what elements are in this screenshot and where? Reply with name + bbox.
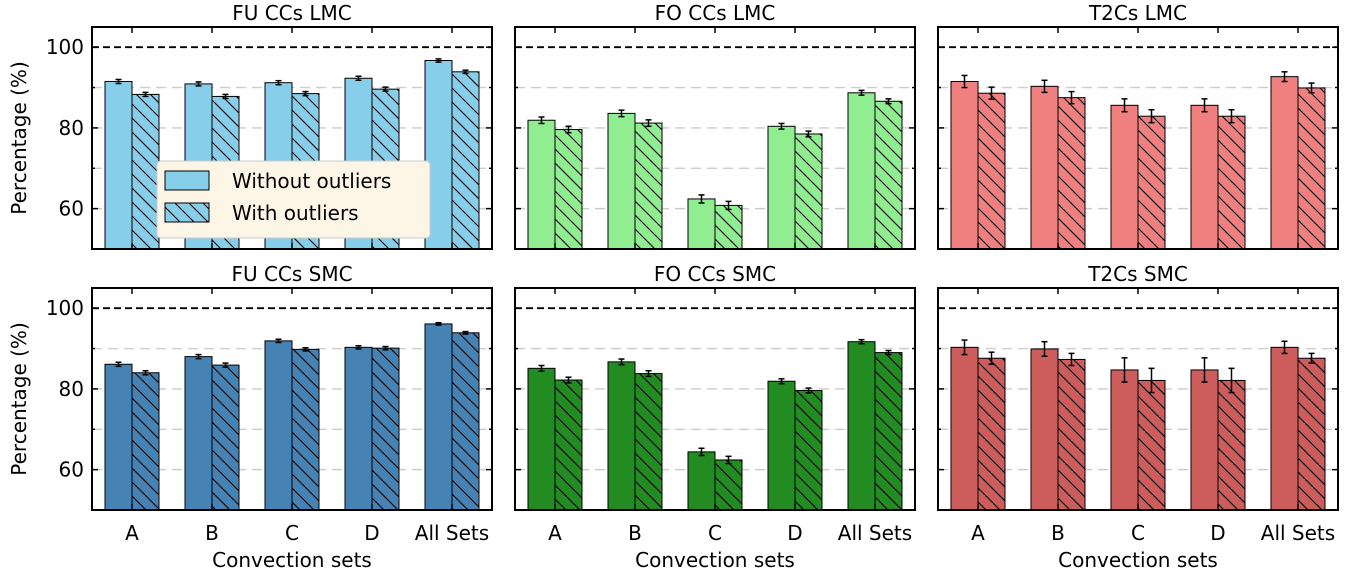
- bar-hatch: [132, 94, 159, 249]
- x-tick-label: B: [205, 521, 219, 545]
- bar: [104, 80, 133, 250]
- x-axis-label: Convection sets: [1058, 548, 1218, 572]
- bar: [1270, 76, 1299, 250]
- chart-title: FO CCs LMC: [655, 1, 776, 25]
- bar-hatch: [978, 93, 1005, 249]
- x-tick-label: D: [364, 521, 379, 545]
- legend: Without outliers With outliers: [156, 160, 431, 239]
- bar-hatch: [875, 352, 902, 510]
- bar-hatch: [1298, 87, 1325, 249]
- chart-title: FU CCs LMC: [232, 1, 352, 25]
- bar-hatch: [555, 129, 582, 249]
- chart-panel-6: T2Cs SMC A B C D All Sets Convection sets: [937, 262, 1339, 572]
- chart-title: FO CCs SMC: [654, 262, 776, 286]
- chart-panel-5: FO CCs SMC A B C D All Sets Convection sets: [514, 262, 916, 572]
- bar-hatch: [795, 390, 822, 510]
- legend-swatch-hatch: [165, 203, 209, 222]
- bar: [527, 119, 556, 250]
- x-tick-label: B: [1051, 521, 1065, 545]
- chart-panel-2: FO CCs LMC: [514, 1, 916, 250]
- bar: [1110, 369, 1139, 511]
- bar-hatch: [1138, 116, 1165, 249]
- bar-hatch: [212, 365, 239, 510]
- bar-hatch: [1298, 358, 1325, 510]
- bar: [527, 367, 556, 511]
- y-tick-label: 80: [59, 116, 84, 140]
- bar-hatch: [372, 348, 399, 510]
- x-tick-label: All Sets: [838, 521, 912, 545]
- bar: [1030, 348, 1059, 511]
- y-axis-label: Percentage (%): [7, 322, 31, 475]
- bar-hatch: [292, 349, 319, 510]
- bar: [687, 198, 716, 250]
- x-tick-label: C: [708, 521, 722, 545]
- chart-title: T2Cs SMC: [1087, 262, 1188, 286]
- y-tick-label: 60: [59, 197, 84, 221]
- bar-hatch: [1058, 359, 1085, 510]
- x-tick-label: C: [285, 521, 299, 545]
- x-tick-label: C: [1131, 521, 1145, 545]
- bar-hatch: [1058, 97, 1085, 250]
- x-tick-label: B: [628, 521, 642, 545]
- bar-hatch: [1138, 380, 1165, 510]
- x-tick-label: D: [1210, 521, 1225, 545]
- x-tick-label: D: [787, 521, 802, 545]
- chart-panel-4: FU CCs SMC 60 80 100 Percentage (%) A B C D All S…: [7, 262, 493, 572]
- legend-box: [156, 160, 431, 239]
- y-tick-label: 60: [59, 458, 84, 482]
- y-tick-label: 100: [46, 296, 84, 320]
- bar: [847, 92, 876, 250]
- bar-hatch: [452, 332, 479, 510]
- bar-hatch: [452, 71, 479, 249]
- y-tick-label: 80: [59, 377, 84, 401]
- chart-title: FU CCs SMC: [231, 262, 352, 286]
- bar-hatch: [1218, 380, 1245, 510]
- chart-panel-3: T2Cs LMC: [937, 1, 1339, 250]
- legend-swatch: [164, 170, 210, 191]
- bar-hatch: [635, 373, 662, 510]
- bar: [1190, 104, 1219, 250]
- bar: [104, 363, 133, 511]
- x-axis-label: Convection sets: [635, 548, 795, 572]
- bar-hatch: [555, 380, 582, 510]
- bar-hatch: [795, 133, 822, 249]
- bar: [767, 125, 796, 250]
- legend-label: With outliers: [232, 201, 359, 225]
- bar: [1030, 85, 1059, 250]
- bar: [1270, 346, 1299, 511]
- bar: [767, 380, 796, 511]
- bar-hatch: [132, 372, 159, 510]
- bar: [847, 341, 876, 511]
- bar-hatch: [715, 205, 742, 249]
- bar-hatch: [1218, 116, 1245, 249]
- bar: [607, 112, 636, 250]
- x-tick-label: All Sets: [415, 521, 489, 545]
- x-tick-label: A: [971, 521, 985, 545]
- legend-label: Without outliers: [232, 169, 391, 193]
- bar: [264, 340, 293, 511]
- bar: [1190, 369, 1219, 511]
- bar: [184, 356, 213, 511]
- x-tick-label: A: [125, 521, 139, 545]
- chart-title: T2Cs LMC: [1088, 1, 1187, 25]
- bar: [424, 323, 453, 511]
- x-tick-label: A: [548, 521, 562, 545]
- x-tick-label: All Sets: [1261, 521, 1335, 545]
- chart-panel-1: FU CCs LMC 60 80 100 Percentage (%) Without o…: [7, 1, 493, 250]
- bar: [950, 80, 979, 250]
- bar-hatch: [978, 358, 1005, 510]
- bar-hatch: [715, 459, 742, 510]
- y-tick-label: 100: [46, 35, 84, 59]
- bar: [950, 346, 979, 511]
- bar: [1110, 104, 1139, 250]
- bar: [607, 361, 636, 511]
- y-axis-label: Percentage (%): [7, 61, 31, 214]
- bar-hatch: [875, 101, 902, 249]
- bar: [687, 451, 716, 511]
- bar: [344, 346, 373, 511]
- bar-hatch: [635, 123, 662, 249]
- x-axis-label: Convection sets: [212, 548, 372, 572]
